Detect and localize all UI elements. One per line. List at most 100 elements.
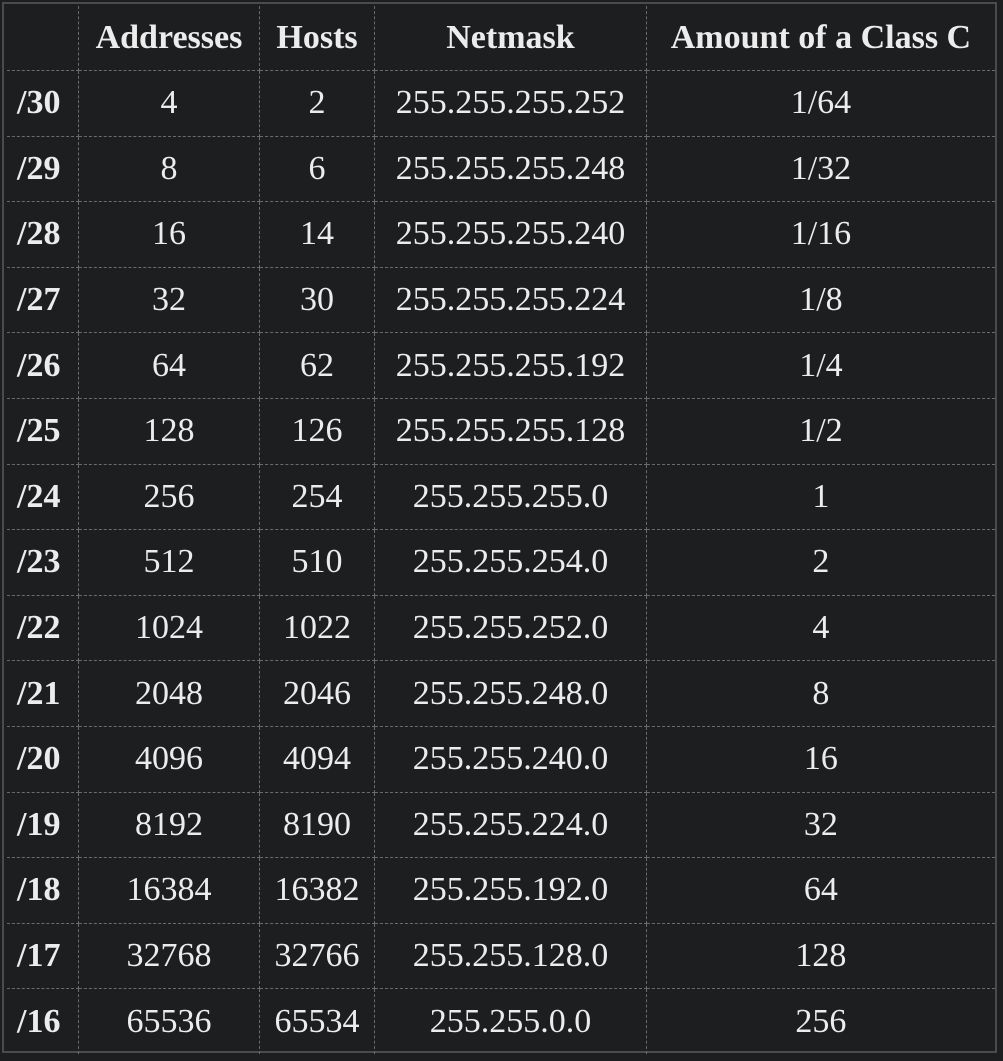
table-row: /21 2048 2046 255.255.248.0 8 bbox=[7, 660, 995, 727]
table-row: /28 16 14 255.255.255.240 1/16 bbox=[7, 201, 995, 268]
hosts-cell: 254 bbox=[258, 463, 376, 531]
hosts-cell: 126 bbox=[258, 397, 376, 465]
hosts-cell: 62 bbox=[258, 332, 376, 399]
class-c-amount-cell: 1/8 bbox=[645, 266, 995, 334]
prefix-cell: /28 bbox=[7, 201, 79, 268]
netmask-cell: 255.255.128.0 bbox=[374, 922, 647, 990]
addresses-cell: 64 bbox=[77, 332, 260, 399]
prefix-cell: /29 bbox=[7, 135, 79, 203]
netmask-cell: 255.255.248.0 bbox=[374, 660, 647, 727]
hosts-cell: 14 bbox=[258, 201, 376, 268]
table-row: /20 4096 4094 255.255.240.0 16 bbox=[7, 725, 995, 793]
class-c-amount-cell: 1/4 bbox=[645, 332, 995, 399]
prefix-cell: /20 bbox=[7, 725, 79, 793]
prefix-cell: /26 bbox=[7, 332, 79, 399]
addresses-cell: 4096 bbox=[77, 725, 260, 793]
table-row: /18 16384 16382 255.255.192.0 64 bbox=[7, 857, 995, 924]
table-row: /25 128 126 255.255.255.128 1/2 bbox=[7, 397, 995, 465]
netmask-cell: 255.255.224.0 bbox=[374, 791, 647, 859]
header-hosts: Hosts bbox=[258, 6, 376, 71]
addresses-cell: 8192 bbox=[77, 791, 260, 859]
netmask-cell: 255.255.252.0 bbox=[374, 594, 647, 662]
table-row: /23 512 510 255.255.254.0 2 bbox=[7, 529, 995, 596]
netmask-cell: 255.255.255.248 bbox=[374, 135, 647, 203]
netmask-cell: 255.255.255.224 bbox=[374, 266, 647, 334]
prefix-cell: /19 bbox=[7, 791, 79, 859]
hosts-cell: 4094 bbox=[258, 725, 376, 793]
addresses-cell: 16384 bbox=[77, 857, 260, 924]
prefix-cell: /22 bbox=[7, 594, 79, 662]
netmask-cell: 255.255.255.128 bbox=[374, 397, 647, 465]
table-row: /26 64 62 255.255.255.192 1/4 bbox=[7, 332, 995, 399]
class-c-amount-cell: 1/32 bbox=[645, 135, 995, 203]
class-c-amount-cell: 1 bbox=[645, 463, 995, 531]
class-c-amount-cell: 128 bbox=[645, 922, 995, 990]
hosts-cell: 2046 bbox=[258, 660, 376, 727]
netmask-cell: 255.255.192.0 bbox=[374, 857, 647, 924]
hosts-cell: 2 bbox=[258, 70, 376, 137]
table-row: /30 4 2 255.255.255.252 1/64 bbox=[7, 70, 995, 137]
netmask-cell: 255.255.0.0 bbox=[374, 988, 647, 1055]
table-row: /22 1024 1022 255.255.252.0 4 bbox=[7, 594, 995, 662]
addresses-cell: 4 bbox=[77, 70, 260, 137]
netmask-cell: 255.255.255.252 bbox=[374, 70, 647, 137]
header-netmask: Netmask bbox=[374, 6, 647, 71]
netmask-cell: 255.255.255.192 bbox=[374, 332, 647, 399]
prefix-cell: /18 bbox=[7, 857, 79, 924]
prefix-cell: /27 bbox=[7, 266, 79, 334]
class-c-amount-cell: 1/16 bbox=[645, 201, 995, 268]
header-addresses: Addresses bbox=[77, 6, 260, 71]
prefix-cell: /30 bbox=[7, 70, 79, 137]
class-c-amount-cell: 64 bbox=[645, 857, 995, 924]
table-row: /29 8 6 255.255.255.248 1/32 bbox=[7, 135, 995, 203]
hosts-cell: 8190 bbox=[258, 791, 376, 859]
prefix-cell: /17 bbox=[7, 922, 79, 990]
addresses-cell: 32768 bbox=[77, 922, 260, 990]
addresses-cell: 2048 bbox=[77, 660, 260, 727]
header-class-c-amount: Amount of a Class C bbox=[645, 6, 995, 71]
class-c-amount-cell: 1/64 bbox=[645, 70, 995, 137]
prefix-cell: /21 bbox=[7, 660, 79, 727]
hosts-cell: 65534 bbox=[258, 988, 376, 1055]
hosts-cell: 30 bbox=[258, 266, 376, 334]
prefix-cell: /23 bbox=[7, 529, 79, 596]
class-c-amount-cell: 8 bbox=[645, 660, 995, 727]
addresses-cell: 16 bbox=[77, 201, 260, 268]
table-header: Addresses Hosts Netmask Amount of a Clas… bbox=[7, 6, 995, 71]
addresses-cell: 128 bbox=[77, 397, 260, 465]
netmask-cell: 255.255.240.0 bbox=[374, 725, 647, 793]
hosts-cell: 6 bbox=[258, 135, 376, 203]
hosts-cell: 16382 bbox=[258, 857, 376, 924]
table-row: /19 8192 8190 255.255.224.0 32 bbox=[7, 791, 995, 859]
prefix-cell: /16 bbox=[7, 988, 79, 1055]
header-corner-cell bbox=[7, 6, 79, 71]
addresses-cell: 1024 bbox=[77, 594, 260, 662]
addresses-cell: 65536 bbox=[77, 988, 260, 1055]
class-c-amount-cell: 4 bbox=[645, 594, 995, 662]
prefix-cell: /24 bbox=[7, 463, 79, 531]
table-row: /16 65536 65534 255.255.0.0 256 bbox=[7, 988, 995, 1055]
header-row: Addresses Hosts Netmask Amount of a Clas… bbox=[7, 6, 995, 71]
table-row: /27 32 30 255.255.255.224 1/8 bbox=[7, 266, 995, 334]
class-c-amount-cell: 16 bbox=[645, 725, 995, 793]
prefix-cell: /25 bbox=[7, 397, 79, 465]
addresses-cell: 256 bbox=[77, 463, 260, 531]
hosts-cell: 32766 bbox=[258, 922, 376, 990]
hosts-cell: 1022 bbox=[258, 594, 376, 662]
subnet-table: Addresses Hosts Netmask Amount of a Clas… bbox=[7, 6, 995, 1055]
addresses-cell: 32 bbox=[77, 266, 260, 334]
addresses-cell: 512 bbox=[77, 529, 260, 596]
hosts-cell: 510 bbox=[258, 529, 376, 596]
netmask-cell: 255.255.255.240 bbox=[374, 201, 647, 268]
table-body: /30 4 2 255.255.255.252 1/64/29 8 6 255.255.255… bbox=[7, 70, 995, 1055]
class-c-amount-cell: 1/2 bbox=[645, 397, 995, 465]
class-c-amount-cell: 32 bbox=[645, 791, 995, 859]
addresses-cell: 8 bbox=[77, 135, 260, 203]
netmask-cell: 255.255.254.0 bbox=[374, 529, 647, 596]
netmask-cell: 255.255.255.0 bbox=[374, 463, 647, 531]
table-row: /24 256 254 255.255.255.0 1 bbox=[7, 463, 995, 531]
table-row: /17 32768 32766 255.255.128.0 128 bbox=[7, 922, 995, 990]
class-c-amount-cell: 2 bbox=[645, 529, 995, 596]
class-c-amount-cell: 256 bbox=[645, 988, 995, 1055]
